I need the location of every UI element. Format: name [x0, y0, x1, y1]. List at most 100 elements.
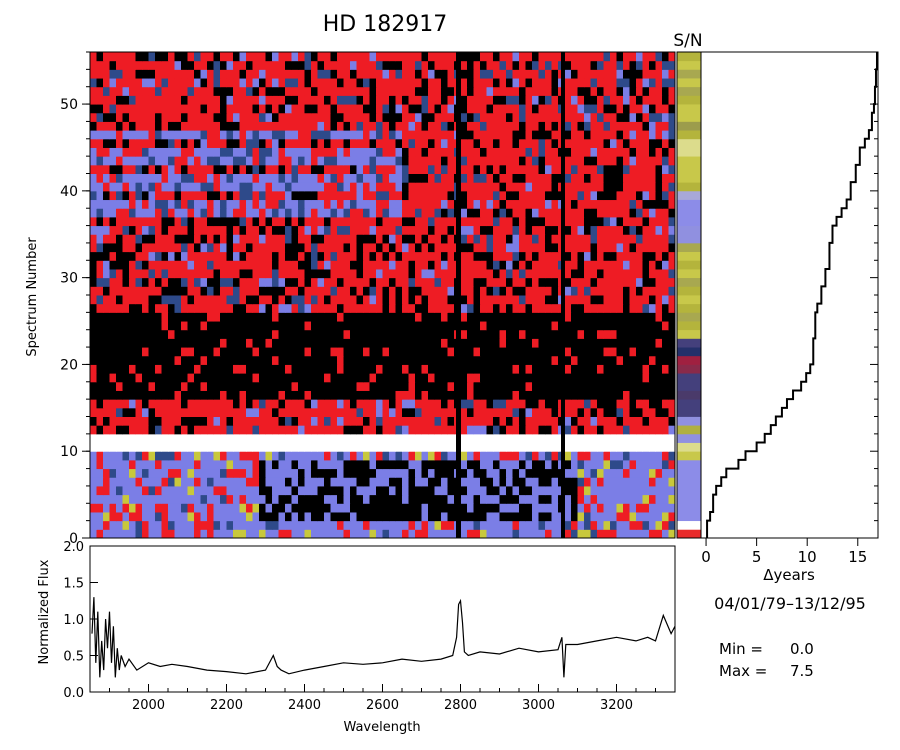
- heatmap-cell: [265, 52, 273, 62]
- heatmap-cell: [317, 503, 325, 513]
- heatmap-cell: [213, 225, 221, 235]
- heatmap-cell: [649, 407, 656, 417]
- heatmap-cell: [512, 60, 520, 70]
- heatmap-cell: [285, 130, 292, 140]
- heatmap-cell: [142, 329, 149, 339]
- heatmap-cell: [402, 95, 409, 105]
- heatmap-cell: [278, 485, 286, 496]
- heatmap-cell: [129, 286, 136, 296]
- heatmap-cell: [525, 442, 533, 452]
- heatmap-cell: [473, 234, 481, 244]
- heatmap-cell: [603, 190, 611, 201]
- heatmap-cell: [369, 52, 377, 62]
- heatmap-cell: [252, 208, 260, 218]
- heatmap-cell: [636, 303, 643, 313]
- heatmap-cell: [363, 347, 370, 357]
- heatmap-cell: [252, 416, 260, 426]
- heatmap-cell: [499, 494, 507, 504]
- heatmap-cell: [564, 295, 572, 305]
- heatmap-cell: [376, 190, 383, 201]
- heatmap-cell: [532, 390, 539, 400]
- heatmap-cell: [493, 468, 500, 478]
- heatmap-cell: [649, 156, 656, 166]
- heatmap-cell: [564, 303, 572, 313]
- heatmap-cell: [135, 511, 143, 522]
- heatmap-cell: [623, 156, 630, 166]
- heatmap-cell: [324, 303, 331, 313]
- heatmap-cell: [441, 390, 448, 400]
- heatmap-cell: [330, 364, 338, 374]
- heatmap-cell: [174, 121, 182, 131]
- heatmap-cell: [668, 503, 676, 513]
- heatmap-cell: [642, 182, 650, 192]
- heatmap-cell: [441, 312, 448, 322]
- heatmap-cell: [376, 225, 383, 235]
- heatmap-cell: [571, 321, 578, 331]
- heatmap-cell: [298, 338, 305, 348]
- heatmap-cell: [389, 164, 396, 174]
- heatmap-cell: [506, 130, 513, 140]
- heatmap-cell: [369, 78, 377, 88]
- heatmap-cell: [564, 355, 572, 365]
- heatmap-cell: [272, 511, 279, 522]
- heatmap-cell: [337, 511, 344, 522]
- heatmap-cell: [551, 520, 559, 530]
- heatmap-cell: [194, 364, 201, 374]
- heatmap-cell: [395, 303, 403, 313]
- heatmap-cell: [317, 260, 325, 270]
- heatmap-cell: [129, 95, 136, 105]
- heatmap-cell: [330, 347, 338, 357]
- heatmap-cell: [350, 373, 357, 383]
- heatmap-cell: [304, 390, 312, 400]
- heatmap-cell: [343, 399, 351, 409]
- heatmap-cell: [343, 121, 351, 131]
- heatmap-cell: [337, 494, 344, 504]
- heatmap-cell: [512, 321, 520, 331]
- heatmap-cell: [668, 242, 676, 253]
- heatmap-cell: [298, 112, 305, 122]
- heatmap-cell: [213, 268, 221, 279]
- heatmap-cell: [408, 520, 416, 530]
- heatmap-cell: [610, 364, 617, 374]
- heatmap-cell: [369, 312, 377, 322]
- heatmap-cell: [187, 451, 195, 461]
- heatmap-cell: [629, 130, 637, 140]
- heatmap-cell: [480, 407, 487, 417]
- heatmap-cell: [252, 399, 260, 409]
- heatmap-cell: [285, 511, 292, 522]
- heatmap-cell: [311, 190, 318, 201]
- heatmap-cell: [337, 199, 344, 209]
- heatmap-cell: [564, 60, 572, 70]
- heatmap-cell: [662, 156, 669, 166]
- heatmap-cell: [551, 425, 559, 435]
- heatmap-cell: [187, 60, 195, 70]
- heatmap-cell: [369, 208, 377, 218]
- heatmap-cell: [441, 112, 448, 122]
- heatmap-cell: [109, 216, 117, 227]
- heatmap-cell: [382, 225, 390, 235]
- heatmap-cell: [376, 242, 383, 253]
- heatmap-cell: [135, 416, 143, 426]
- heatmap-cell: [577, 407, 585, 417]
- heatmap-cell: [200, 312, 208, 322]
- heatmap-cell: [103, 529, 110, 539]
- heatmap-cell: [668, 364, 676, 374]
- heatmap-cell: [161, 364, 169, 374]
- heatmap-cell: [610, 373, 617, 383]
- heatmap-cell: [389, 216, 396, 227]
- heatmap-cell: [226, 173, 234, 183]
- heatmap-cell: [246, 494, 253, 504]
- heatmap-cell: [551, 399, 559, 409]
- heatmap-cell: [584, 251, 591, 261]
- heatmap-cell: [168, 130, 175, 140]
- heatmap-cell: [291, 147, 299, 157]
- heatmap-cell: [408, 121, 416, 131]
- heatmap-cell: [356, 147, 364, 157]
- heatmap-cell: [298, 121, 305, 131]
- heatmap-cell: [577, 60, 585, 70]
- heatmap-cell: [265, 485, 273, 496]
- heatmap-cell: [415, 338, 422, 348]
- heatmap-cell: [103, 130, 110, 140]
- heatmap-cell: [369, 485, 377, 496]
- heatmap-cell: [187, 216, 195, 227]
